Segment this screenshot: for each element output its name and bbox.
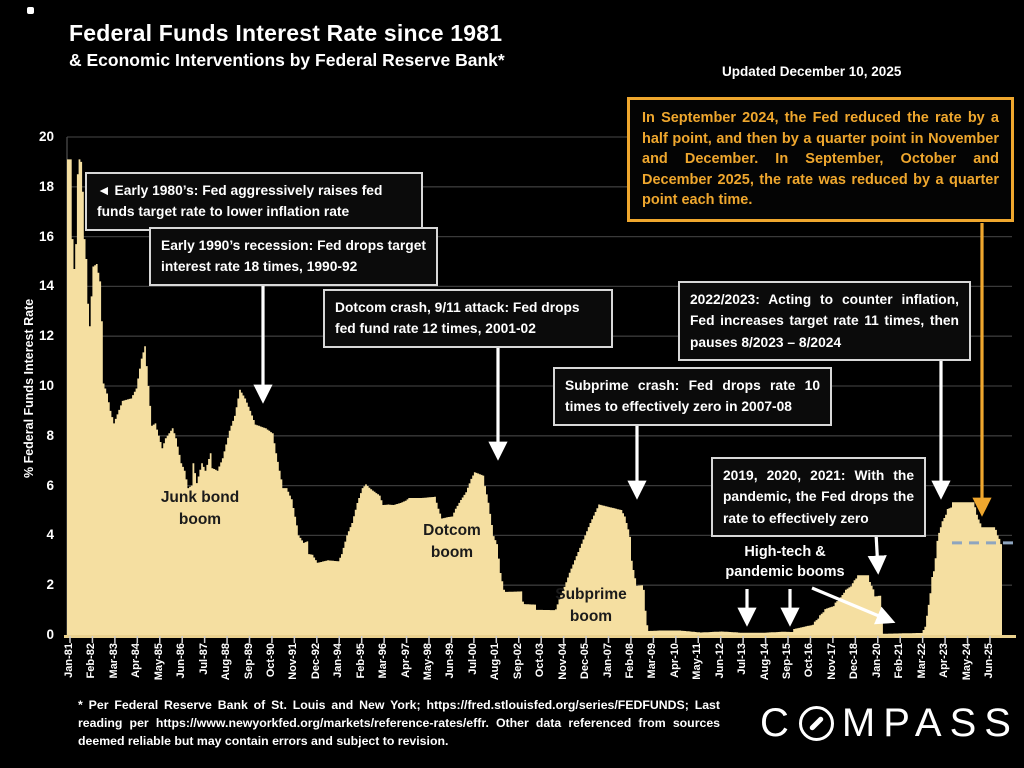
x-tick-label: Jul-87 <box>197 643 210 675</box>
x-tick-label: Jan-81 <box>63 643 75 678</box>
x-tick-label: Feb-95 <box>354 643 367 679</box>
page-subtitle: & Economic Interventions by Federal Rese… <box>69 50 505 70</box>
x-tick-label: May-11 <box>691 643 704 680</box>
x-tick-label: Sep-02 <box>511 643 524 680</box>
y-tick-label: 10 <box>38 378 54 393</box>
y-tick-label: 16 <box>38 228 54 244</box>
x-tick-label: Jan-94 <box>332 643 345 678</box>
compass-logo: C MPASS <box>760 701 1019 746</box>
x-tick-label: Sep-15 <box>781 643 794 680</box>
x-tick-label: Nov-04 <box>556 643 569 680</box>
x-tick-label: Jun-25 <box>982 643 995 679</box>
x-tick-label: Jun-86 <box>175 643 188 679</box>
y-tick-label: 0 <box>46 627 54 642</box>
x-tick-label: Oct-90 <box>264 643 277 678</box>
x-tick-label: Aug-14 <box>758 643 771 681</box>
x-tick-label: Mar-96 <box>377 643 390 679</box>
annotation-subprime-crash: Subprime crash: Fed drops rate 10 times … <box>553 367 832 426</box>
x-tick-label: Mar-09 <box>646 643 659 679</box>
x-tick-label: Feb-08 <box>623 643 636 679</box>
x-tick-label: Oct-03 <box>534 643 547 678</box>
x-tick-label: Feb-82 <box>85 643 98 679</box>
y-tick-label: 4 <box>46 527 54 543</box>
x-tick-label: Mar-83 <box>107 643 120 679</box>
x-tick-label: Jul-13 <box>736 643 749 675</box>
annotation-early-1980s: ◄ Early 1980’s: Fed aggressively raises … <box>85 172 423 231</box>
compass-o-icon <box>798 706 834 741</box>
label-dotcom-boom: Dotcom boom <box>423 522 481 561</box>
x-tick-label: Jan-20 <box>870 643 883 678</box>
annotation-early-1990s: Early 1990’s recession: Fed drops target… <box>149 227 438 286</box>
x-tick-label: May-98 <box>422 643 434 681</box>
label-subprime-boom: Subprime boom <box>555 586 627 625</box>
x-tick-label: May-85 <box>152 643 165 681</box>
y-tick-label: 14 <box>38 278 54 294</box>
x-tick-label: Feb-21 <box>893 643 906 679</box>
x-tick-label: Apr-23 <box>938 643 951 678</box>
label-hightech-pandemic-booms: High-tech & pandemic booms <box>725 544 845 581</box>
callout-2024-2025-rate-cuts: In September 2024, the Fed reduced the r… <box>627 97 1014 222</box>
annotation-arrow <box>811 586 896 625</box>
x-axis-ticks <box>69 636 991 643</box>
x-tick-label: Jul-00 <box>466 643 479 675</box>
x-tick-label: Aug-88 <box>220 643 233 681</box>
source-footnote: * Per Federal Reserve Bank of St. Louis … <box>78 698 720 748</box>
x-tick-label: Dec-92 <box>309 643 322 680</box>
x-tick-label: Apr-10 <box>668 643 681 678</box>
y-tick-label: 6 <box>46 477 54 493</box>
annotation-arrows <box>253 223 992 627</box>
annotation-dotcom-crash: Dotcom crash, 9/11 attack: Fed drops fed… <box>323 289 613 348</box>
page-title: Federal Funds Interest Rate since 1981 <box>69 20 503 46</box>
y-tick-label: 2 <box>46 577 54 593</box>
x-tick-label: Mar-22 <box>915 643 928 679</box>
x-tick-label: Apr-97 <box>399 643 412 678</box>
y-tick-label: 18 <box>38 178 54 194</box>
x-tick-label: Jan-07 <box>601 643 614 678</box>
x-tick-label: Dec-18 <box>848 643 861 680</box>
label-junk-bond-boom: Junk bond boom <box>160 489 240 528</box>
annotation-pandemic-zero: 2019, 2020, 2021: With the pandemic, the… <box>711 457 926 538</box>
y-tick-label: 12 <box>38 328 54 344</box>
x-tick-label: Oct-16 <box>803 643 816 678</box>
updated-date: Updated December 10, 2025 <box>722 64 902 79</box>
y-tick-label: 20 <box>38 129 54 144</box>
x-tick-label: Apr-84 <box>130 643 143 678</box>
x-tick-label: Jun-12 <box>713 643 726 679</box>
x-tick-label: May-24 <box>960 643 973 681</box>
logo-letter-c: C <box>760 701 797 745</box>
annotation-2022-2023-hikes: 2022/2023: Acting to counter inflation, … <box>678 281 971 362</box>
x-tick-label: Nov-91 <box>287 643 300 680</box>
x-tick-label: Jun-99 <box>444 643 457 679</box>
y-tick-label: 8 <box>46 427 54 443</box>
logo-letters-mpass: MPASS <box>841 701 1019 745</box>
annotation-arrow <box>867 532 887 575</box>
x-tick-label: Sep-89 <box>242 643 255 680</box>
x-tick-label: Nov-17 <box>825 643 838 680</box>
x-tick-label: Aug-01 <box>489 643 502 681</box>
x-tick-label: Dec-05 <box>579 643 592 680</box>
corner-dot <box>27 7 34 14</box>
rate-area <box>67 159 1002 635</box>
